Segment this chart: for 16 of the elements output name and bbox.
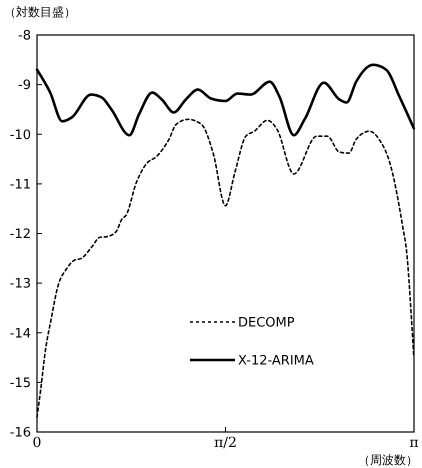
y-tick-label: -9 xyxy=(18,78,31,94)
y-tick-label: -11 xyxy=(10,177,31,192)
x-tick-label: π/2 xyxy=(214,435,237,451)
x-tick-label: π xyxy=(409,435,419,451)
y-tick-label: -10 xyxy=(10,128,31,143)
y-tick-label: -14 xyxy=(10,326,31,342)
y-tick-label: -15 xyxy=(10,376,31,391)
y-tick-label: -8 xyxy=(18,28,31,44)
y-tick-label: -13 xyxy=(10,276,31,292)
y-axis-title: （対数目盛） xyxy=(4,5,76,19)
legend-label: DECOMP xyxy=(238,316,295,331)
x-axis-title: （周波数） xyxy=(358,453,418,467)
x-tick-label: 0 xyxy=(32,435,42,451)
y-tick-label: -16 xyxy=(10,426,31,441)
legend-label: X-12-ARIMA xyxy=(238,354,314,369)
y-tick-label: -12 xyxy=(10,227,31,242)
